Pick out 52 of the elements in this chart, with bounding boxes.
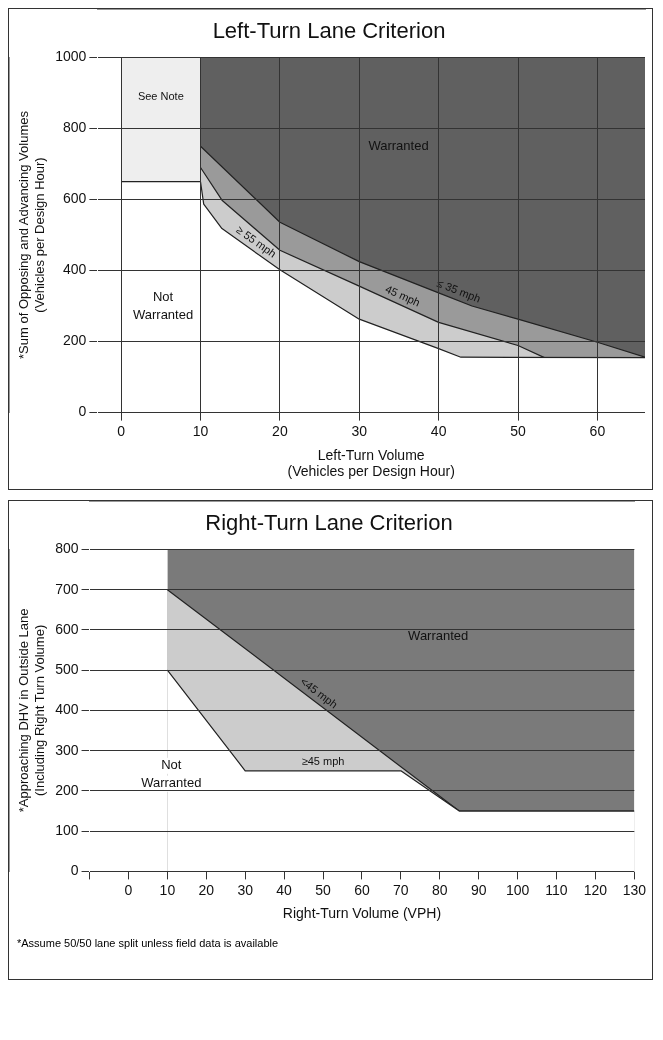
annotation: Warranted xyxy=(408,627,469,643)
x-tick-label: 60 xyxy=(354,881,370,898)
y-tick-label: 600 xyxy=(62,190,87,207)
annotation: Warranted xyxy=(368,137,429,153)
x-tick-label: 130 xyxy=(622,881,647,898)
y-tick-label: 700 xyxy=(55,580,79,597)
y-tick-label: 100 xyxy=(55,822,79,839)
x-tick-label: 60 xyxy=(589,422,606,439)
y-tick-label: 800 xyxy=(55,540,79,557)
series-label: ≥45 mph xyxy=(301,755,345,768)
annotation: Not Warranted xyxy=(141,757,202,791)
series-label: See Note xyxy=(137,89,184,102)
text: 45 mph xyxy=(383,282,423,309)
y-tick-label: 1000 xyxy=(55,48,87,65)
x-tick-label: 0 xyxy=(117,422,126,439)
annotation: Not Warranted xyxy=(132,288,194,322)
chart-title: Left-Turn Lane Criterion xyxy=(212,18,446,44)
x-tick-label: 30 xyxy=(351,422,368,439)
y-tick-label: 200 xyxy=(55,781,79,798)
x-tick-label: 90 xyxy=(470,881,487,898)
y-tick-label: 300 xyxy=(55,741,79,758)
x-tick-label: 10 xyxy=(192,422,209,439)
x-tick-label: 120 xyxy=(583,881,608,898)
x-tick-label: 10 xyxy=(159,881,176,898)
y-tick-label: 800 xyxy=(62,119,87,136)
chart-title: Right-Turn Lane Criterion xyxy=(205,510,453,536)
text: ≥ 55 mph xyxy=(234,223,279,260)
x-axis-title: Right-Turn Volume (VPH) xyxy=(282,905,442,922)
x-tick-label: 40 xyxy=(276,881,293,898)
y-tick-label: 200 xyxy=(62,332,87,349)
text: <45 mph xyxy=(298,674,340,711)
x-tick-label: 50 xyxy=(510,422,526,439)
y-tick-label: 600 xyxy=(55,620,79,637)
y-axis-title: *Sum of Opposing and Advancing Volumes (Vehicles per Design Hour) xyxy=(16,110,47,359)
y-tick-label: 0 xyxy=(78,403,87,420)
y-axis-title: *Approaching DHV in Outside Lane (Including Right Turn Volume) xyxy=(16,608,47,813)
x-tick-label: 70 xyxy=(393,881,409,898)
text: *Assume 50/50 lane split unless field data is available xyxy=(16,936,280,951)
x-tick-label: 100 xyxy=(505,881,530,898)
y-tick-label: 0 xyxy=(70,862,79,879)
x-tick-label: 40 xyxy=(430,422,447,439)
x-tick-label: 50 xyxy=(315,881,332,898)
y-tick-label: 500 xyxy=(55,661,79,678)
x-tick-label: 20 xyxy=(198,881,215,898)
y-tick-label: 400 xyxy=(62,261,87,278)
x-tick-label: 110 xyxy=(545,881,568,898)
x-axis-title: Left-Turn Volume (Vehicles per Design Hour) xyxy=(287,446,455,480)
x-tick-label: 80 xyxy=(431,881,448,898)
x-tick-label: 30 xyxy=(237,881,254,898)
y-tick-label: 400 xyxy=(55,701,79,718)
x-tick-label: 20 xyxy=(272,422,288,439)
x-tick-label: 0 xyxy=(124,881,133,898)
